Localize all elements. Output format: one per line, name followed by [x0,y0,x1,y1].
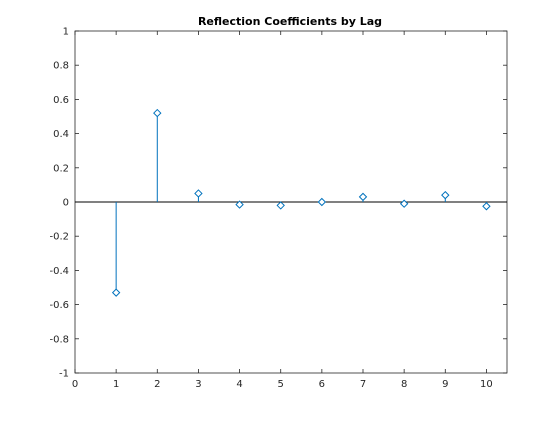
x-tick-label: 10 [480,379,493,390]
y-tick-label: -0.6 [49,300,69,311]
y-tick-label: 0.4 [53,129,69,140]
x-tick-label: 8 [401,379,407,390]
stem-marker [482,202,491,211]
stem-marker [358,192,368,202]
y-tick-label: -0.4 [49,266,69,277]
y-tick-label: 0.2 [53,163,69,174]
x-tick-label: 0 [72,379,78,390]
x-tick-label: 4 [236,379,242,390]
y-tick-label: 0.8 [53,61,69,72]
stem-marker [194,189,203,198]
stem-marker [399,199,409,208]
y-tick-label: -1 [59,369,69,380]
x-tick-label: 1 [113,379,119,390]
stem-marker [111,288,121,297]
chart-title: Reflection Coefficients by Lag [198,15,382,28]
x-tick-label: 7 [360,379,366,390]
y-tick-label: 0 [63,198,69,209]
plot-area [75,108,507,297]
y-tick-label: -0.8 [49,334,69,345]
stem-marker [235,200,244,209]
x-tick-label: 9 [442,379,448,390]
axes: 0 1 2 3 4 5 6 7 8 9 10 -1 -0.8 -0.6 -0.4 -0.2 0 0.2 0.4 0.6… [49,27,508,390]
stem-marker [153,108,162,118]
y-tick-label: 1 [63,27,69,38]
x-tick-label: 2 [154,379,160,390]
x-tick-label: 5 [278,379,284,390]
y-tick-label: 0.6 [53,95,69,106]
stem-marker [317,197,327,207]
stem-marker [276,201,285,210]
x-tick-label: 3 [195,379,201,390]
y-tick-label: -0.2 [49,232,69,243]
stem-marker [441,190,450,200]
x-tick-label: 6 [319,379,325,390]
